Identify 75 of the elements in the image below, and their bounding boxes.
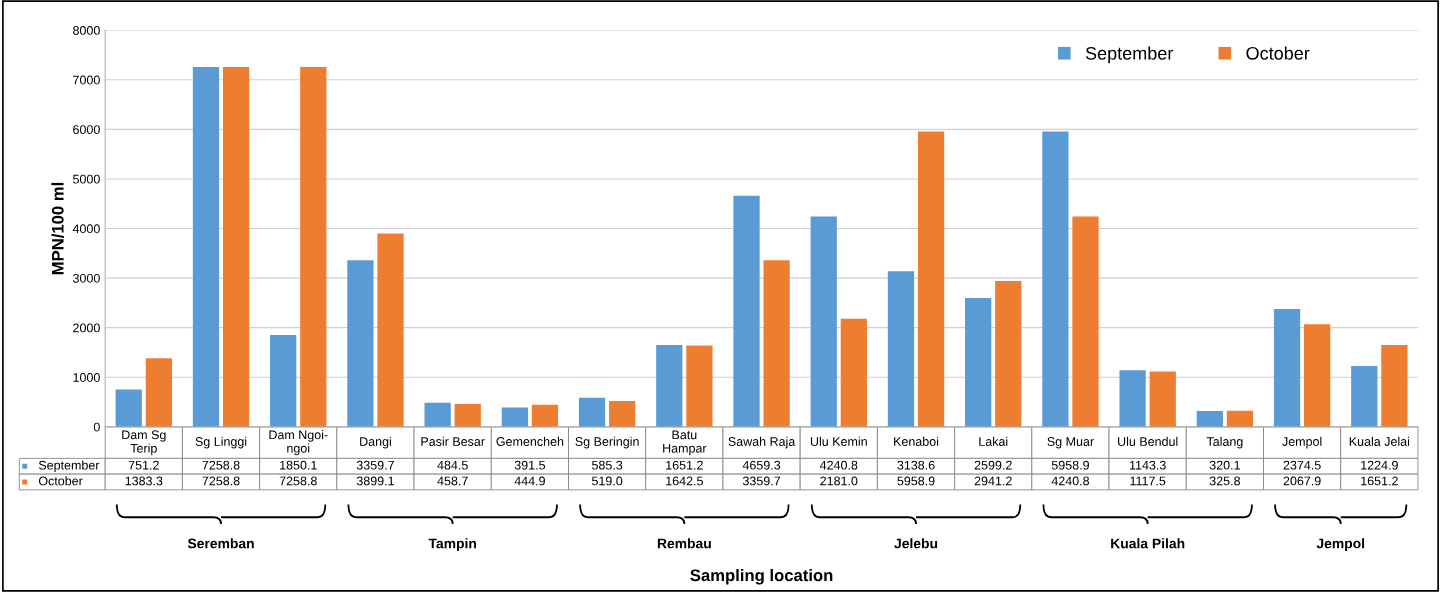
text: Seremban <box>187 538 254 549</box>
text: October <box>38 476 83 486</box>
y-tick-label: 7000 <box>73 75 100 85</box>
text: 458.7 <box>437 476 468 486</box>
x-tick-label: Lakai <box>979 436 1008 446</box>
y-tick-label: 3000 <box>73 273 100 283</box>
text: 320.1 <box>1209 460 1240 470</box>
text: September <box>38 460 100 473</box>
x-tick-label: Dam Ngoi-ngoi <box>269 430 328 456</box>
text: Kuala Pilah <box>1111 538 1185 549</box>
text: 5958.9 <box>1051 460 1089 470</box>
text: 519.0 <box>591 476 623 486</box>
text: 1143.3 <box>1129 460 1166 470</box>
text: 1642.5 <box>666 476 703 486</box>
text: 1117.5 <box>1130 476 1166 486</box>
y-tick-label: 4000 <box>72 224 100 234</box>
x-tick-label: Gemencheh <box>496 436 564 446</box>
bar <box>1196 410 1223 427</box>
y-tick-label: 0 <box>93 422 100 432</box>
y-axis-title: MPN/100 ml <box>51 182 64 275</box>
text: 7258.8 <box>279 476 317 486</box>
y-tick-label: 1000 <box>73 373 100 382</box>
x-tick-label: Kenaboi <box>894 436 939 446</box>
y-tick-label: 2000 <box>73 323 100 333</box>
text: 2067.9 <box>1283 476 1321 486</box>
text: Tampin <box>428 538 477 552</box>
text: 7258.8 <box>202 460 240 470</box>
legend-label: October <box>1246 46 1310 60</box>
text: 1651.2 <box>666 460 703 470</box>
text: 2599.2 <box>974 460 1012 470</box>
x-tick-label: Dangi <box>360 436 391 449</box>
text: Sampling location <box>690 568 833 585</box>
text: 3899.1 <box>356 476 394 486</box>
text: 7258.8 <box>202 476 240 486</box>
x-tick-label: Ulu Kemin <box>810 436 867 446</box>
x-tick-label: Ulu Bendul <box>1118 436 1178 446</box>
x-tick-label: Kuala Jelai <box>1349 436 1410 446</box>
bar <box>501 407 528 427</box>
text: 751.2 <box>128 460 159 470</box>
text: 3359.7 <box>356 460 394 470</box>
x-tick-label: Pasir Besar <box>421 436 485 446</box>
text: 444.9 <box>514 476 545 486</box>
text: Jempol <box>1316 538 1365 552</box>
text: 3359.7 <box>742 476 781 486</box>
bar <box>1226 410 1254 427</box>
x-tick-label: Sawah Raja <box>728 436 796 449</box>
x-tick-label: Sg Beringin <box>575 436 639 449</box>
text: 1224.9 <box>1361 460 1398 470</box>
x-tick-label: Sg Muar <box>1047 437 1094 449</box>
x-tick-label: Talang <box>1206 436 1243 449</box>
text: 1383.3 <box>125 476 163 486</box>
text: 3138.6 <box>897 460 935 470</box>
text: 4240.8 <box>1051 476 1090 486</box>
text: 2181.0 <box>820 476 858 486</box>
text: 1850.1 <box>280 460 317 470</box>
text: 4240.8 <box>819 460 858 470</box>
text: Rembau <box>657 538 711 549</box>
text: 391.5 <box>514 460 546 470</box>
text: 1651.2 <box>1361 476 1398 486</box>
legend-label: September <box>1085 46 1174 64</box>
x-tick-label: Batu Hampar <box>663 430 707 456</box>
y-tick-label: 5000 <box>73 174 100 184</box>
y-tick-label: 8000 <box>73 25 100 35</box>
text: 585.3 <box>591 460 623 470</box>
text: 5958.9 <box>897 476 935 486</box>
text: 2941.2 <box>974 476 1012 486</box>
x-tick-label: Sg Linggi <box>195 436 247 449</box>
x-tick-label: Jempol <box>1282 436 1322 449</box>
y-tick-label: 6000 <box>73 125 100 134</box>
text: 325.8 <box>1209 476 1240 486</box>
text: 4659.3 <box>742 460 781 470</box>
text: 484.5 <box>437 460 468 470</box>
text: 2374.5 <box>1283 460 1321 470</box>
x-tick-label: Dam Sg Terip <box>122 430 166 456</box>
text: Jelebu <box>894 538 938 549</box>
